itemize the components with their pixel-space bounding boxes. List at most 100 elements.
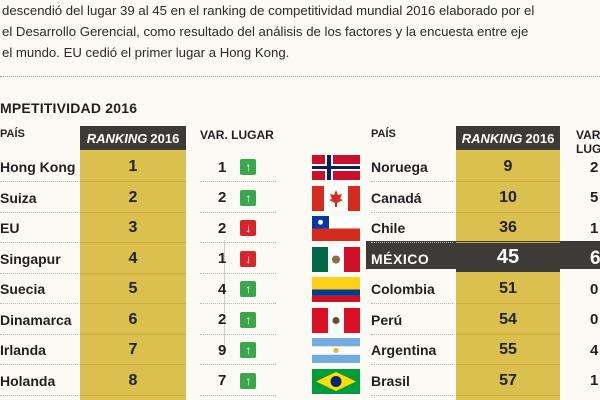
table-row: Suecia 5 4 ↑ bbox=[0, 274, 600, 304]
row-divider bbox=[80, 211, 186, 213]
ranking-value: 7 bbox=[128, 341, 138, 358]
country-name: Suecia bbox=[0, 281, 46, 297]
row-divider bbox=[0, 211, 78, 213]
variation: 2 ↑ bbox=[218, 305, 257, 335]
row-divider bbox=[371, 242, 453, 243]
country-name: Singapur bbox=[0, 250, 61, 267]
variation-value: 1 bbox=[590, 372, 599, 389]
row-divider bbox=[80, 272, 186, 274]
row-divider bbox=[371, 333, 453, 335]
country-name: Canadá bbox=[371, 189, 422, 206]
table-row: Irlanda 7 9 ↑ bbox=[0, 335, 600, 365]
argentina-flag-icon bbox=[312, 338, 360, 363]
arrow-up-icon: ↑ bbox=[240, 342, 257, 358]
mexico-flag-icon bbox=[312, 246, 360, 272]
row-divider bbox=[80, 181, 186, 182]
arrow-down-icon: ↓ bbox=[240, 220, 257, 236]
intro-paragraph: descendió del lugar 39 al 45 en el ranki… bbox=[2, 0, 600, 63]
arrow-down-icon: ↓ bbox=[240, 250, 257, 267]
variation-value: 1 bbox=[218, 250, 227, 267]
ranking-value: 6 bbox=[128, 310, 138, 328]
row-divider bbox=[200, 181, 276, 182]
country-name: Hong Kong bbox=[0, 159, 76, 175]
country-name: Perú bbox=[371, 311, 403, 328]
variation-value: 1 bbox=[218, 158, 227, 176]
row-divider bbox=[456, 364, 560, 365]
row-divider bbox=[200, 242, 276, 243]
variation-value: 4 bbox=[590, 341, 599, 359]
row-divider bbox=[456, 333, 560, 335]
ranking-value: 5 bbox=[128, 280, 138, 297]
table-row: EU 3 2 ↓ bbox=[0, 213, 600, 243]
arrow-up-icon: ↑ bbox=[240, 281, 257, 297]
row-divider bbox=[0, 364, 78, 365]
table-row: Perú 54 0 bbox=[0, 305, 600, 335]
variation: 4 ↑ bbox=[218, 274, 257, 304]
ranking-value: 9 bbox=[503, 158, 513, 175]
row-divider bbox=[0, 303, 78, 304]
row-divider bbox=[200, 333, 276, 335]
country-name: Brasil bbox=[371, 372, 410, 389]
norway-flag-icon bbox=[312, 155, 360, 180]
variation-value: 2 bbox=[590, 158, 599, 176]
variation-value: 0 bbox=[590, 280, 599, 298]
header-ranking-year: 2016 bbox=[150, 130, 180, 146]
row-divider bbox=[371, 394, 453, 396]
ranking-column-right bbox=[456, 150, 560, 400]
country-name: MÉXICO bbox=[371, 250, 430, 267]
variation-value: 4 bbox=[218, 280, 227, 298]
variation-value: 7 bbox=[218, 372, 227, 389]
table-row: Dinamarca 6 2 ↑ bbox=[0, 305, 600, 335]
section-title: MPETITIVIDAD 2016 bbox=[0, 100, 138, 116]
header-var-lugar-right: VAR. LUGAR bbox=[576, 128, 600, 156]
arrow-up-icon: ↑ bbox=[240, 159, 257, 175]
chile-flag-icon bbox=[312, 216, 360, 241]
country-name: Suiza bbox=[0, 189, 37, 206]
divider bbox=[0, 76, 600, 77]
colombia-flag-icon bbox=[312, 277, 360, 302]
table-row: MÉXICO 45 6 bbox=[0, 243, 600, 274]
country-name: Dinamarca bbox=[0, 311, 72, 328]
table-row: Suiza 2 2 ↑ bbox=[0, 183, 600, 213]
ranking-value: 36 bbox=[499, 219, 517, 236]
row-divider bbox=[456, 303, 560, 304]
ranking-value: 3 bbox=[128, 219, 138, 236]
ranking-value: 10 bbox=[499, 188, 517, 206]
row-divider bbox=[200, 303, 276, 304]
ranking-column-left bbox=[80, 150, 186, 400]
row-divider bbox=[371, 303, 453, 304]
table-row: Singapur 4 1 ↓ bbox=[0, 244, 600, 274]
row-divider bbox=[80, 333, 186, 335]
row-divider bbox=[456, 181, 560, 182]
row-divider bbox=[200, 211, 276, 213]
table-row: Noruega 9 2 bbox=[0, 152, 600, 182]
row-divider bbox=[0, 272, 78, 274]
header-ranking-label: RANKING bbox=[461, 130, 523, 146]
row-divider bbox=[80, 303, 186, 304]
variation: 1 ↓ bbox=[218, 244, 257, 274]
row-divider bbox=[200, 364, 276, 365]
row-divider bbox=[200, 272, 276, 274]
header-ranking-label: RANKING bbox=[86, 130, 148, 146]
variation: 1 ↑ bbox=[218, 152, 257, 182]
country-name: Chile bbox=[371, 220, 406, 236]
country-name: Colombia bbox=[371, 281, 435, 297]
table-row: Argentina 55 4 bbox=[0, 335, 600, 365]
ranking-value: 57 bbox=[499, 371, 517, 389]
arrow-up-icon: ↑ bbox=[240, 189, 257, 206]
header-ranking-right: RANKING 2016 bbox=[456, 126, 560, 150]
brazil-flag-icon bbox=[312, 368, 360, 394]
row-divider bbox=[0, 242, 78, 243]
row-divider bbox=[456, 211, 560, 213]
table-row: Chile 36 1 bbox=[0, 213, 600, 243]
country-name: Noruega bbox=[371, 159, 428, 175]
variation-value: 6 bbox=[590, 247, 600, 269]
row-divider bbox=[0, 333, 78, 335]
ranking-value: 8 bbox=[128, 371, 138, 389]
ranking-value: 54 bbox=[499, 310, 517, 328]
row-divider bbox=[200, 394, 276, 396]
header-ranking-left: RANKING 2016 bbox=[80, 126, 186, 150]
variation-value: 0 bbox=[590, 311, 599, 328]
ranking-value: 45 bbox=[456, 243, 560, 272]
variation: 9 ↑ bbox=[218, 335, 257, 365]
